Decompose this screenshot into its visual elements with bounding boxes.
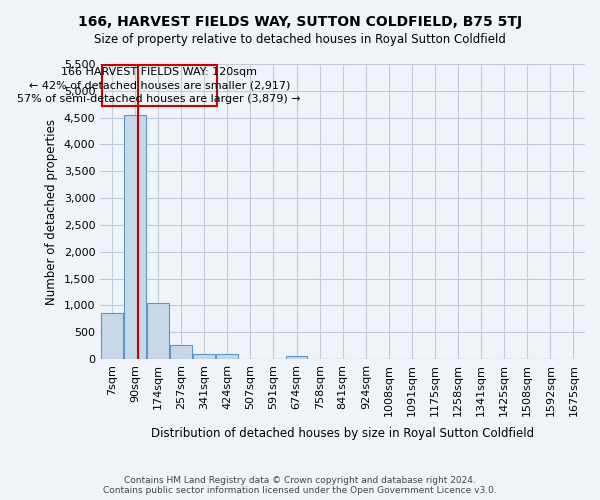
Bar [147,302,169,359]
Bar [124,115,146,359]
Bar [101,314,123,359]
X-axis label: Distribution of detached houses by size in Royal Sutton Coldfield: Distribution of detached houses by size … [151,427,534,440]
Bar [217,354,238,359]
Text: 166, HARVEST FIELDS WAY, SUTTON COLDFIELD, B75 5TJ: 166, HARVEST FIELDS WAY, SUTTON COLDFIEL… [78,15,522,29]
Text: Contains HM Land Registry data © Crown copyright and database right 2024.: Contains HM Land Registry data © Crown c… [124,476,476,485]
Y-axis label: Number of detached properties: Number of detached properties [46,118,58,304]
Text: Contains public sector information licensed under the Open Government Licence v3: Contains public sector information licen… [103,486,497,495]
Text: Size of property relative to detached houses in Royal Sutton Coldfield: Size of property relative to detached ho… [94,32,506,46]
Text: ← 42% of detached houses are smaller (2,917): ← 42% of detached houses are smaller (2,… [29,80,290,90]
Text: 57% of semi-detached houses are larger (3,879) →: 57% of semi-detached houses are larger (… [17,94,301,104]
Bar [170,344,192,359]
Text: 166 HARVEST FIELDS WAY: 120sqm: 166 HARVEST FIELDS WAY: 120sqm [61,66,257,76]
Bar [193,354,215,359]
Bar [286,356,307,359]
